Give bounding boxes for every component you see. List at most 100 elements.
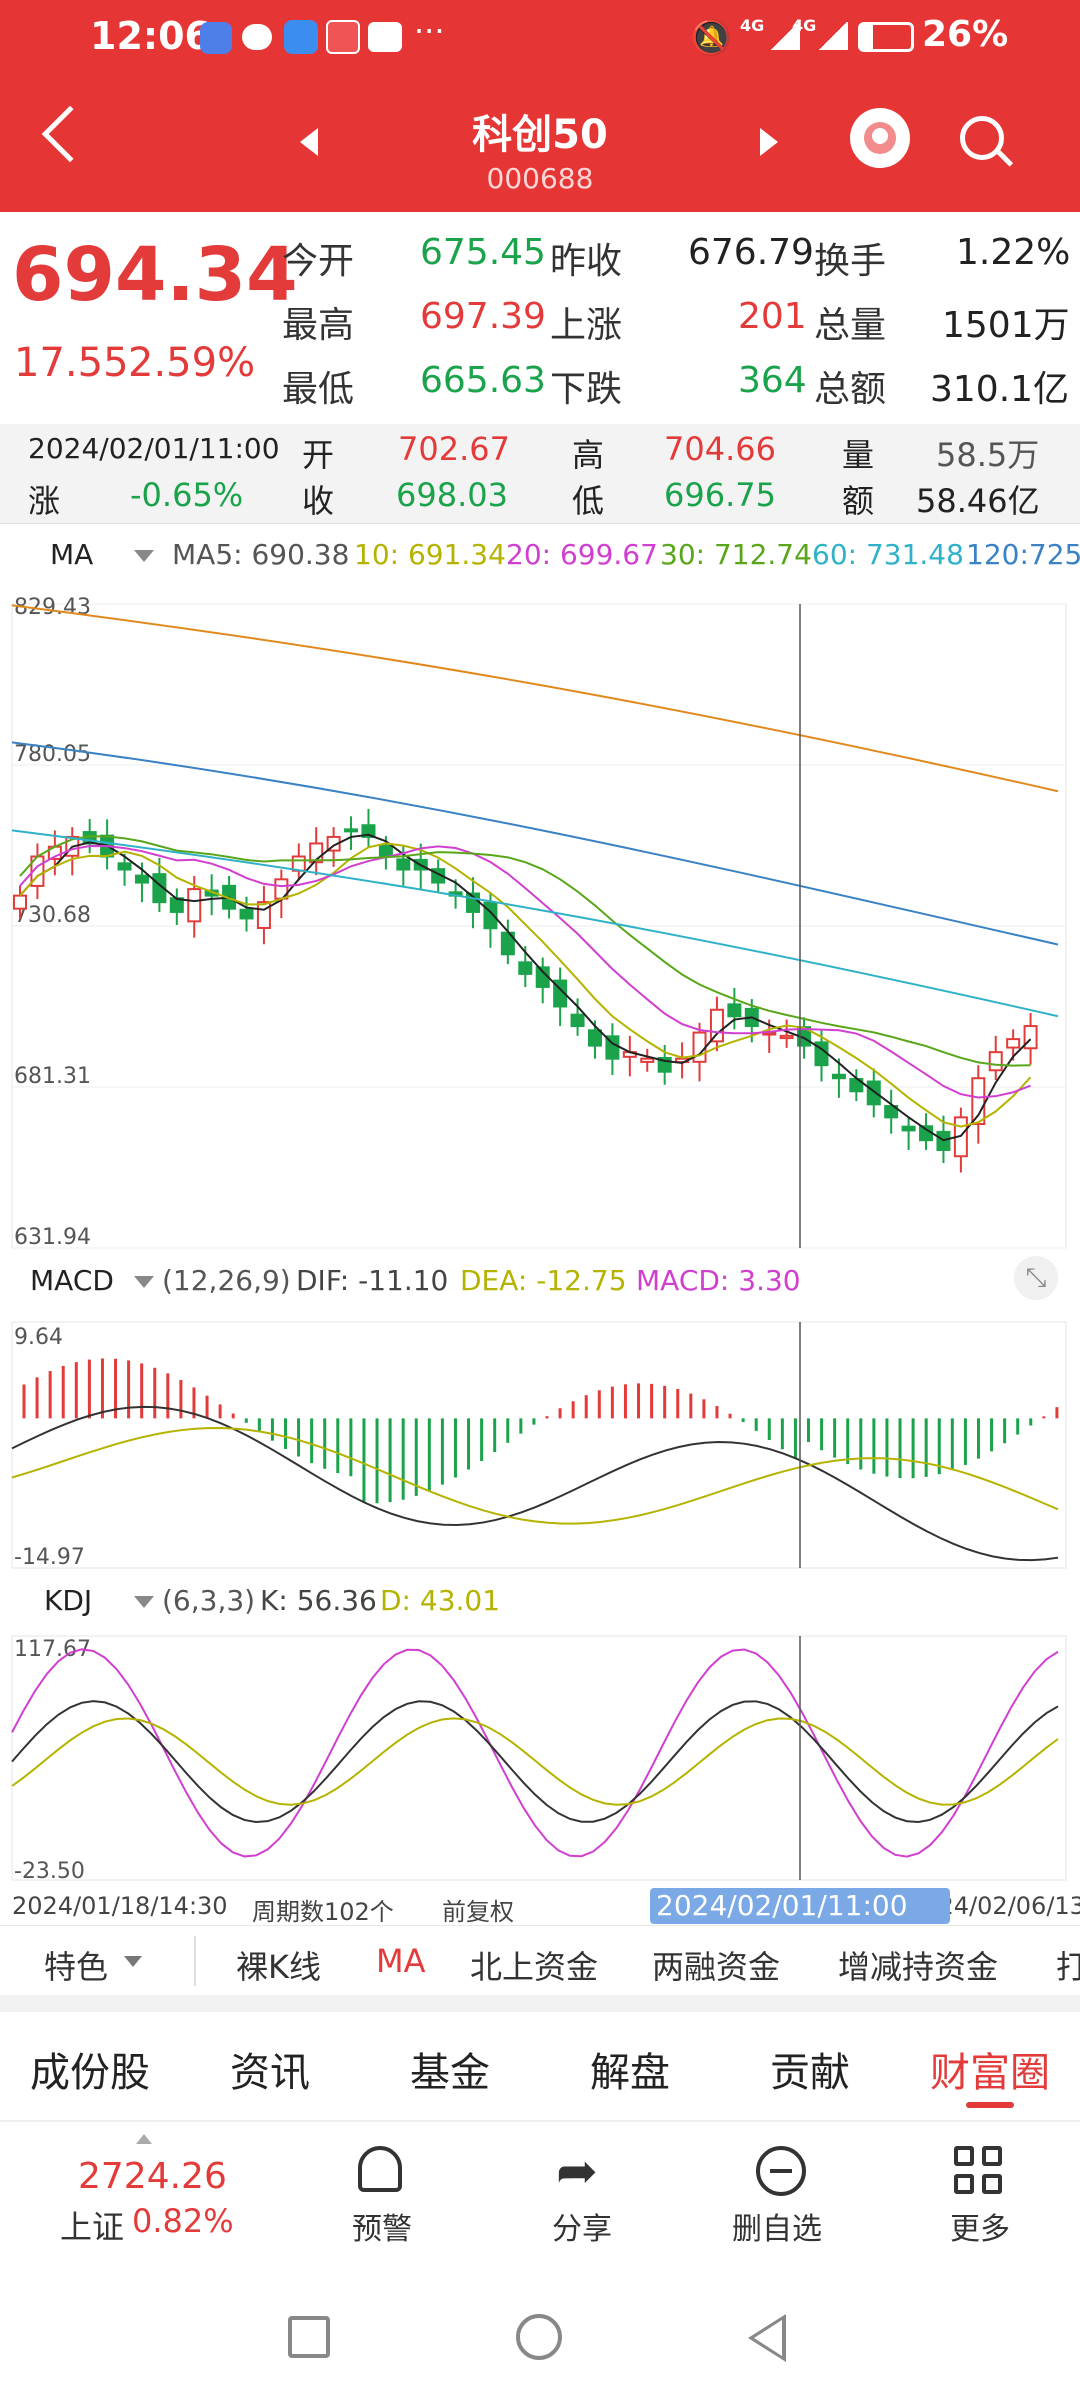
ma60-value: 60: 731.48 — [812, 538, 964, 571]
turnover-label: 换手 — [814, 241, 887, 282]
cursor-vol: 58.5万 — [936, 436, 1040, 474]
macd-chart[interactable]: 9.64 -14.97 — [0, 1306, 1080, 1572]
status-bar: 12:06 ··· 🔕 4G 4G 26% — [0, 0, 1080, 78]
tab-holding-change[interactable]: 增减持资金 — [838, 1948, 999, 1986]
ma20-value: 20: 699.67 — [506, 538, 658, 571]
kdj-d: D: 43.01 — [380, 1584, 501, 1617]
macd-label[interactable]: MACD — [30, 1264, 114, 1297]
cursor-amt-label: 额 — [842, 482, 875, 520]
stock-name: 科创50 — [472, 112, 608, 158]
remove-favorite-icon[interactable] — [756, 2146, 806, 2196]
bell-icon[interactable] — [358, 2146, 402, 2192]
macd-frame — [11, 1321, 1067, 1569]
candle-body — [901, 1125, 916, 1132]
back-icon[interactable] — [41, 105, 99, 163]
open-value: 675.45 — [420, 232, 546, 273]
ma120-line — [11, 741, 1059, 946]
low-label: 最低 — [282, 369, 355, 410]
candle-body — [396, 858, 411, 871]
up-label: 上涨 — [550, 305, 623, 346]
macd-dif: DIF: -11.10 — [296, 1264, 449, 1297]
price-change: 17.55 — [14, 340, 129, 386]
kline-y-tick: 780.05 — [14, 742, 91, 767]
ma5-line — [19, 833, 1032, 1142]
tab-analysis[interactable]: 解盘 — [590, 2050, 670, 2096]
tab-constituents[interactable]: 成份股 — [30, 2050, 150, 2096]
battery-icon — [858, 22, 914, 52]
tab-ma[interactable]: MA — [376, 1942, 426, 1980]
tab-contribution[interactable]: 贡献 — [770, 2050, 850, 2096]
tab-naked-k[interactable]: 裸K线 — [236, 1948, 321, 1986]
signal-bars-2 — [818, 22, 848, 50]
recents-icon[interactable] — [288, 2316, 330, 2358]
feature-dropdown-icon[interactable] — [124, 1956, 142, 1967]
prev-stock-icon[interactable] — [300, 128, 318, 156]
candle-body — [117, 862, 132, 871]
tab-news[interactable]: 资讯 — [230, 2050, 310, 2096]
nav-more[interactable]: 更多 — [950, 2212, 1010, 2247]
candle-body — [570, 1013, 585, 1028]
cursor-close: 698.03 — [396, 476, 508, 514]
nav-delete-favorite[interactable]: 删自选 — [732, 2212, 822, 2247]
tab-more[interactable]: 打 — [1056, 1948, 1080, 1986]
next-stock-icon[interactable] — [760, 128, 778, 156]
open-label: 今开 — [282, 241, 355, 282]
mute-icon: 🔕 — [690, 18, 733, 58]
cursor-chg-label: 涨 — [28, 482, 61, 520]
macd-dropdown-icon[interactable] — [134, 1276, 154, 1288]
low-value: 665.63 — [420, 360, 546, 401]
candle-body — [779, 1034, 794, 1040]
bottom-nav: 2724.26 上证 0.82% 预警 ➦ 分享 删自选 更多 — [0, 2120, 1080, 2280]
macd-legend: MACD (12,26,9) DIF: -11.10 DEA: -12.75 M… — [0, 1254, 1080, 1306]
home-icon[interactable] — [516, 2314, 562, 2360]
tab-funds[interactable]: 基金 — [410, 2050, 490, 2096]
ticker-up-icon — [136, 2134, 152, 2144]
kline-y-tick: 681.31 — [14, 1064, 91, 1089]
cursor-high-label: 高 — [572, 436, 605, 474]
share-icon[interactable]: ➦ — [556, 2142, 598, 2200]
candle-body — [187, 888, 202, 923]
tab-margin[interactable]: 两融资金 — [652, 1948, 781, 1986]
ma-label[interactable]: MA — [50, 538, 94, 571]
search-icon[interactable] — [960, 116, 1004, 160]
ma250-line — [11, 604, 1059, 793]
ma-legend: MA MA5: 690.38 10: 691.34 20: 699.67 30:… — [0, 528, 1080, 584]
ma-dropdown-icon[interactable] — [134, 550, 154, 562]
volume-value: 1501万 — [942, 305, 1070, 346]
nav-alert[interactable]: 预警 — [352, 2212, 412, 2247]
dea-line — [11, 1427, 1059, 1525]
candle-body — [709, 1008, 724, 1043]
tab-northbound[interactable]: 北上资金 — [470, 1948, 599, 1986]
price-change-pct: 2.59% — [128, 340, 256, 386]
ma10-value: 10: 691.34 — [354, 538, 506, 571]
last-price: 694.34 — [12, 232, 298, 318]
macd-params: (12,26,9) — [162, 1264, 291, 1297]
kdj-label[interactable]: KDJ — [44, 1584, 93, 1617]
status-time: 12:06 — [90, 14, 211, 58]
kdj-d-line — [11, 1717, 1059, 1806]
grid-icon[interactable] — [954, 2146, 1004, 2196]
candle-body — [884, 1105, 899, 1119]
signal-icon-1: 4G — [740, 16, 765, 35]
adjust-mode[interactable]: 前复权 — [442, 1898, 514, 1926]
expand-icon[interactable]: ⤡ — [1014, 1256, 1058, 1300]
kdj-chart[interactable]: 117.67-23.50 — [0, 1626, 1080, 1888]
tab-feature[interactable]: 特色 — [44, 1948, 109, 1986]
cursor-datetime: 2024/02/01/11:00 — [28, 432, 280, 465]
mascot-icon[interactable] — [850, 108, 910, 168]
kdj-j-line — [11, 1648, 1059, 1858]
kdj-frame — [11, 1635, 1067, 1881]
quote-panel: 694.34 17.55 2.59% 今开 675.45 昨收 676.79 换… — [0, 212, 1080, 422]
signal-bars-1 — [770, 22, 800, 50]
ma30-line — [19, 835, 1031, 1067]
kdj-dropdown-icon[interactable] — [134, 1596, 154, 1608]
nav-share[interactable]: 分享 — [552, 2212, 612, 2247]
index-name: 上证 — [60, 2208, 125, 2246]
tab-wealth-circle[interactable]: 财富圈 — [930, 2050, 1050, 2096]
candle-body — [378, 844, 393, 858]
index-value[interactable]: 2724.26 — [78, 2156, 227, 2197]
kdj-k-line — [11, 1700, 1059, 1824]
candle-body — [640, 1057, 655, 1063]
ma120-value: 120:725 — [966, 538, 1080, 571]
